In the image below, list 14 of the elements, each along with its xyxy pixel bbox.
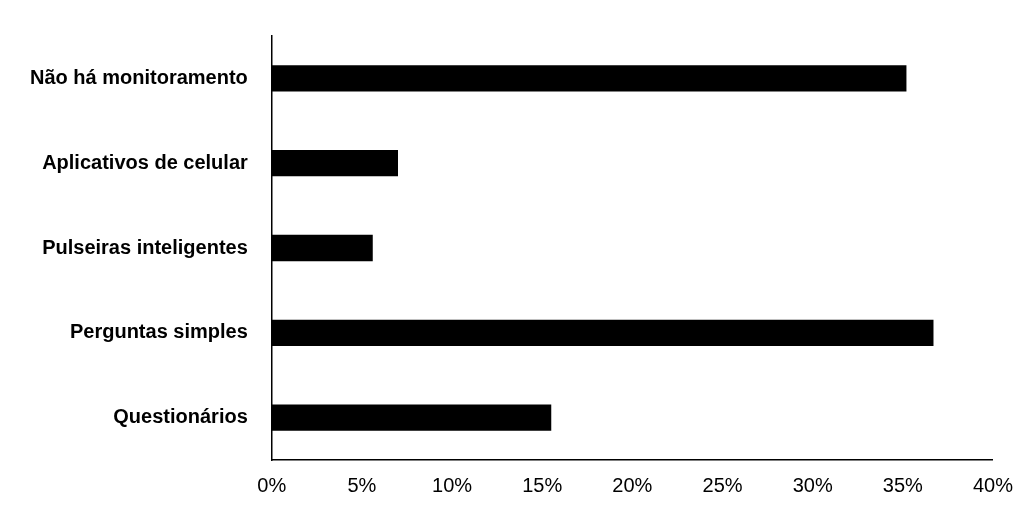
x-tick-label: 15%: [522, 473, 563, 496]
x-tick-label: 10%: [432, 473, 473, 496]
y-tick-label: Não há monitoramento: [30, 65, 248, 88]
x-tick-label: 35%: [882, 473, 924, 496]
x-tick-label: 25%: [702, 473, 743, 496]
y-tick-label: Perguntas simples: [69, 320, 248, 343]
y-tick-label: Aplicativos de celular: [42, 150, 248, 173]
x-tick-label: 5%: [347, 473, 377, 496]
x-tick-label: 30%: [792, 473, 833, 496]
x-tick-label: 0%: [257, 473, 287, 496]
y-tick-label: Questionários: [113, 405, 248, 428]
x-tick-label: 20%: [612, 473, 653, 496]
y-tick-label: Pulseiras inteligentes: [42, 235, 248, 258]
x-tick-label: 40%: [972, 473, 1014, 496]
